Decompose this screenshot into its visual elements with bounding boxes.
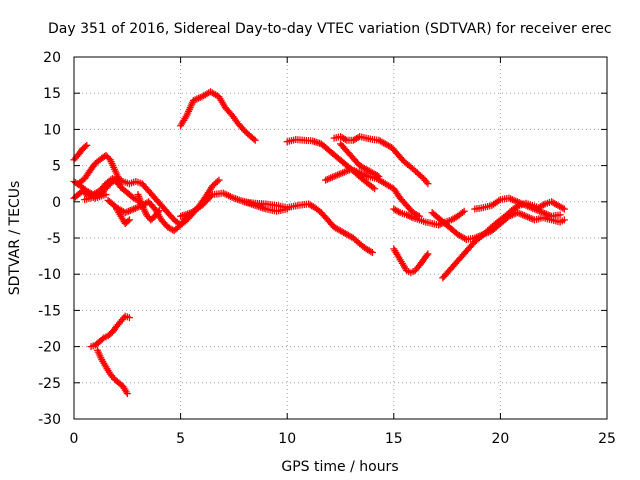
x-tick-label: 20	[491, 431, 509, 447]
data-point-marker	[113, 175, 121, 183]
data-point-marker	[251, 136, 259, 144]
data-point-marker	[128, 193, 136, 201]
data-point-marker	[556, 211, 564, 219]
data-point-marker	[459, 208, 467, 216]
x-tick-label: 10	[278, 431, 296, 447]
series-track-i	[177, 88, 259, 144]
data-point-marker	[371, 185, 379, 193]
data-point-marker	[369, 184, 377, 192]
series-track-k	[241, 198, 291, 215]
data-point-marker	[403, 211, 411, 219]
data-point-marker	[83, 141, 91, 149]
data-point-marker	[123, 390, 131, 398]
y-tick-label: 20	[43, 50, 61, 66]
y-tick-label: -25	[38, 376, 61, 392]
y-tick-label: 0	[52, 195, 61, 211]
data-point-marker	[404, 212, 412, 220]
data-point-marker	[368, 248, 376, 256]
data-point-marker	[424, 180, 432, 188]
series-track-m	[330, 133, 432, 188]
data-point-marker	[116, 176, 124, 184]
data-point-marker	[207, 192, 215, 200]
data-point-marker	[560, 205, 568, 213]
data-point-marker	[559, 204, 567, 212]
y-tick-label: -20	[38, 340, 61, 356]
x-tick-label: 5	[176, 431, 185, 447]
series-track-j	[177, 189, 376, 256]
data-point-marker	[125, 314, 133, 322]
data-point-marker	[341, 135, 349, 143]
data-point-marker	[367, 248, 375, 256]
data-point-marker	[213, 178, 221, 186]
series-track-o	[337, 140, 383, 180]
series-track-l	[283, 136, 379, 193]
plot-border	[73, 56, 608, 420]
y-tick-label: -30	[38, 412, 61, 428]
data-point-marker	[373, 172, 381, 180]
y-tick-label: -5	[47, 231, 61, 247]
data-point-marker	[424, 250, 432, 258]
axis-ticks: 0 5 10 15 20 25 20 15 10 5 0 -5 -10 -15 -20 -25 -30	[38, 50, 616, 447]
data-point-marker	[250, 135, 258, 143]
data-point-marker	[418, 173, 426, 181]
data-point-marker	[375, 172, 383, 180]
y-axis-label: SDTVAR / TECUs	[7, 181, 23, 296]
x-tick-label: 25	[598, 431, 616, 447]
data-point-marker	[98, 335, 106, 343]
y-tick-label: 10	[43, 122, 61, 138]
data-point-marker	[125, 216, 133, 224]
series-track-q	[390, 245, 432, 277]
data-point-marker	[124, 217, 132, 225]
data-point-marker	[154, 208, 162, 216]
grid-lines	[74, 57, 607, 419]
data-point-marker	[81, 143, 89, 151]
data-point-marker	[435, 221, 443, 229]
data-point-marker	[155, 206, 163, 214]
data-series	[70, 88, 568, 398]
chart-title: Day 351 of 2016, Sidereal Day-to-day VTE…	[48, 21, 612, 37]
data-point-marker	[406, 212, 414, 220]
data-point-marker	[460, 207, 468, 215]
series-track-u	[87, 312, 133, 351]
series-track-g	[113, 205, 133, 228]
data-point-marker	[114, 175, 122, 183]
y-tick-label: 15	[43, 86, 61, 102]
data-point-marker	[117, 177, 125, 185]
series-track-n	[322, 165, 423, 220]
data-point-marker	[283, 205, 291, 213]
series-track-h	[134, 191, 163, 224]
data-point-marker	[215, 176, 223, 184]
x-tick-label: 0	[70, 431, 79, 447]
y-tick-label: -15	[38, 303, 61, 319]
y-tick-label: -10	[38, 267, 61, 283]
data-point-marker	[407, 213, 415, 221]
data-point-marker	[540, 201, 548, 209]
data-point-marker	[560, 216, 568, 224]
series-track-s	[439, 198, 568, 282]
y-tick-label: 5	[52, 159, 61, 175]
data-point-marker	[423, 251, 431, 259]
series-track-v	[93, 346, 131, 398]
data-point-marker	[395, 208, 403, 216]
series-track-p	[390, 205, 468, 229]
x-axis-label: GPS time / hours	[281, 459, 398, 475]
series-track-b	[70, 141, 91, 164]
x-tick-label: 15	[385, 431, 403, 447]
series-track-t	[471, 194, 564, 220]
